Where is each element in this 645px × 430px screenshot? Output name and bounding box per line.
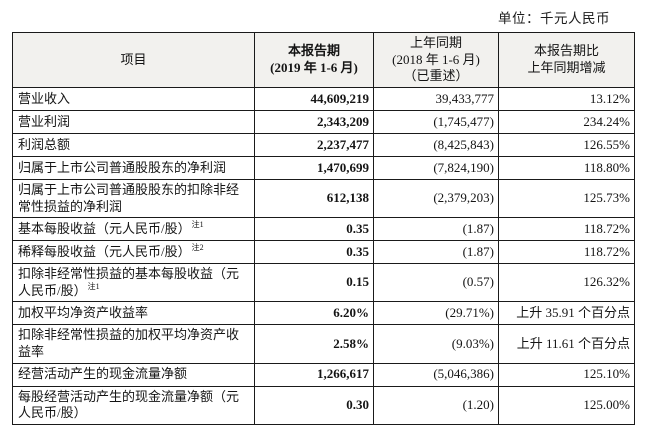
table-row: 基本每股收益（元人民币/股）注1 0.35 (1.87) 118.72% (12, 217, 635, 242)
table-row: 归属于上市公司普通股股东的扣除非经常性损益的净利润 612,138 (2,379,2… (12, 178, 635, 219)
row-prior-value: (8,425,843) (373, 132, 499, 157)
table-row: 稀释每股收益（元人民币/股）注2 0.35 (1.87) 118.72% (12, 240, 635, 265)
row-prior-value: (1.87) (373, 240, 499, 265)
row-item-label: 营业利润 (12, 109, 255, 134)
row-current-value: 0.30 (254, 385, 374, 425)
header-prior-line2: (2018 年 1-6 月) (392, 51, 480, 67)
row-current-value: 6.20% (254, 301, 374, 326)
row-item-label: 扣除非经常性损益的基本每股收益（元人民币/股）注1 (12, 263, 255, 303)
row-prior-value: (1,745,477) (373, 109, 499, 134)
header-change-line2: 上年同期增减 (527, 59, 606, 75)
table-row: 归属于上市公司普通股股东的净利润 1,470,699 (7,824,190) 118.… (12, 155, 635, 180)
footnote-marker: 注1 (191, 220, 204, 230)
row-current-value: 1,266,617 (254, 362, 374, 387)
row-current-value: 612,138 (254, 178, 374, 219)
financial-summary-table: 项目 本报告期 (2019 年 1-6 月) 上年同期 (2018 年 1-6 … (12, 32, 635, 425)
row-prior-value: 39,433,777 (373, 86, 499, 111)
row-current-value: 2,343,209 (254, 109, 374, 134)
row-change-value: 125.00% (498, 385, 635, 425)
row-change-value: 234.24% (498, 109, 635, 134)
row-prior-value: (2,379,203) (373, 178, 499, 219)
header-item-label: 项目 (120, 51, 147, 67)
header-row: 项目 本报告期 (2019 年 1-6 月) 上年同期 (2018 年 1-6 … (12, 32, 635, 88)
row-current-value: 0.35 (254, 217, 374, 242)
row-change-value: 126.55% (498, 132, 635, 157)
table-row: 经营活动产生的现金流量净额 1,266,617 (5,046,386) 125.10% (12, 362, 635, 387)
row-prior-value: (1.87) (373, 217, 499, 242)
row-change-value: 13.12% (498, 86, 635, 111)
row-item-label: 扣除非经常性损益的加权平均净资产收益率 (12, 324, 255, 364)
table-row: 利润总额 2,237,477 (8,425,843) 126.55% (12, 132, 635, 157)
row-item-label: 归属于上市公司普通股股东的净利润 (12, 155, 255, 180)
row-item-label: 利润总额 (12, 132, 255, 157)
footnote-marker: 注2 (191, 243, 204, 253)
row-prior-value: (5,046,386) (373, 362, 499, 387)
table-row: 扣除非经常性损益的基本每股收益（元人民币/股）注1 0.15 (0.57) 126.3… (12, 263, 635, 303)
table-row: 营业利润 2,343,209 (1,745,477) 234.24% (12, 109, 635, 134)
table-header: 项目 本报告期 (2019 年 1-6 月) 上年同期 (2018 年 1-6 … (12, 32, 635, 88)
row-current-value: 2,237,477 (254, 132, 374, 157)
row-item-label: 加权平均净资产收益率 (12, 301, 255, 326)
header-prior-line3: （已重述） (403, 68, 469, 84)
row-item-label: 经营活动产生的现金流量净额 (12, 362, 255, 387)
row-prior-value: (1.20) (373, 385, 499, 425)
row-current-value: 0.15 (254, 263, 374, 303)
row-prior-value: (0.57) (373, 263, 499, 303)
row-current-value: 1,470,699 (254, 155, 374, 180)
row-change-value: 上升 11.61 个百分点 (498, 324, 635, 364)
table-row: 加权平均净资产收益率 6.20% (29.71%) 上升 35.91 个百分点 (12, 301, 635, 326)
row-prior-value: (29.71%) (373, 301, 499, 326)
row-current-value: 44,609,219 (254, 86, 374, 111)
row-prior-value: (9.03%) (373, 324, 499, 364)
header-prior-line1: 上年同期 (409, 35, 462, 50)
row-current-value: 0.35 (254, 240, 374, 265)
row-change-value: 126.32% (498, 263, 635, 303)
row-change-value: 118.72% (498, 217, 635, 242)
row-change-value: 上升 35.91 个百分点 (498, 301, 635, 326)
row-change-value: 118.72% (498, 240, 635, 265)
table-row: 每股经营活动产生的现金流量净额（元人民币/股） 0.30 (1.20) 125.00% (12, 385, 635, 425)
row-change-value: 118.80% (498, 155, 635, 180)
row-item-label: 归属于上市公司普通股股东的扣除非经常性损益的净利润 (12, 178, 255, 219)
unit-label: 单位：千元人民币 (498, 11, 610, 26)
header-change: 本报告期比 上年同期增减 (498, 32, 635, 88)
table-row: 扣除非经常性损益的加权平均净资产收益率 2.58% (9.03%) 上升 11.61 … (12, 324, 635, 364)
row-item-label: 每股经营活动产生的现金流量净额（元人民币/股） (12, 385, 255, 425)
header-prior-period: 上年同期 (2018 年 1-6 月) （已重述） (373, 32, 499, 88)
row-item-label: 营业收入 (12, 86, 255, 111)
header-current-line1: 本报告期 (287, 43, 340, 59)
table-row: 营业收入 44,609,219 39,433,777 13.12% (12, 86, 635, 111)
header-item: 项目 (12, 32, 255, 88)
footnote-marker: 注1 (87, 282, 100, 292)
header-change-line1: 本报告期比 (533, 43, 599, 59)
row-change-value: 125.73% (498, 178, 635, 219)
row-item-label: 稀释每股收益（元人民币/股）注2 (12, 240, 255, 265)
row-change-value: 125.10% (498, 362, 635, 387)
header-current-line2: (2019 年 1-6 月) (270, 59, 358, 75)
financial-table-body: 营业收入 44,609,219 39,433,777 13.12% 营业利润 2,343,… (12, 86, 635, 425)
row-prior-value: (7,824,190) (373, 155, 499, 180)
header-current-period: 本报告期 (2019 年 1-6 月) (254, 32, 374, 88)
row-current-value: 2.58% (254, 324, 374, 364)
row-item-label: 基本每股收益（元人民币/股）注1 (12, 217, 255, 242)
